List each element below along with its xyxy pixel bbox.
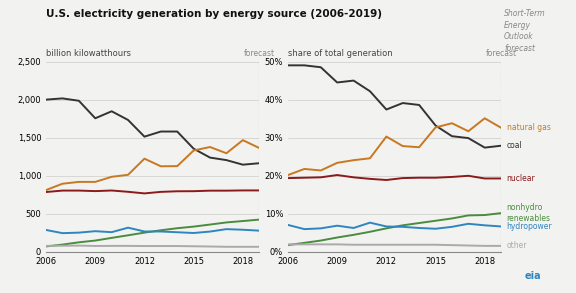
Text: hydropower: hydropower xyxy=(507,222,552,231)
Text: share of total generation: share of total generation xyxy=(288,49,393,58)
Text: forecast: forecast xyxy=(244,49,275,58)
Text: Short-Term
Energy
Outlook
forecast: Short-Term Energy Outlook forecast xyxy=(504,9,545,53)
Text: nuclear: nuclear xyxy=(507,174,536,183)
Text: billion kilowatthours: billion kilowatthours xyxy=(46,49,131,58)
Text: nonhydro
renewables: nonhydro renewables xyxy=(507,203,551,223)
Text: U.S. electricity generation by energy source (2006-2019): U.S. electricity generation by energy so… xyxy=(46,9,382,19)
Text: forecast: forecast xyxy=(486,49,517,58)
Text: eia: eia xyxy=(524,271,541,281)
Text: coal: coal xyxy=(507,141,522,150)
Text: natural gas: natural gas xyxy=(507,123,551,132)
Text: other: other xyxy=(507,241,527,251)
